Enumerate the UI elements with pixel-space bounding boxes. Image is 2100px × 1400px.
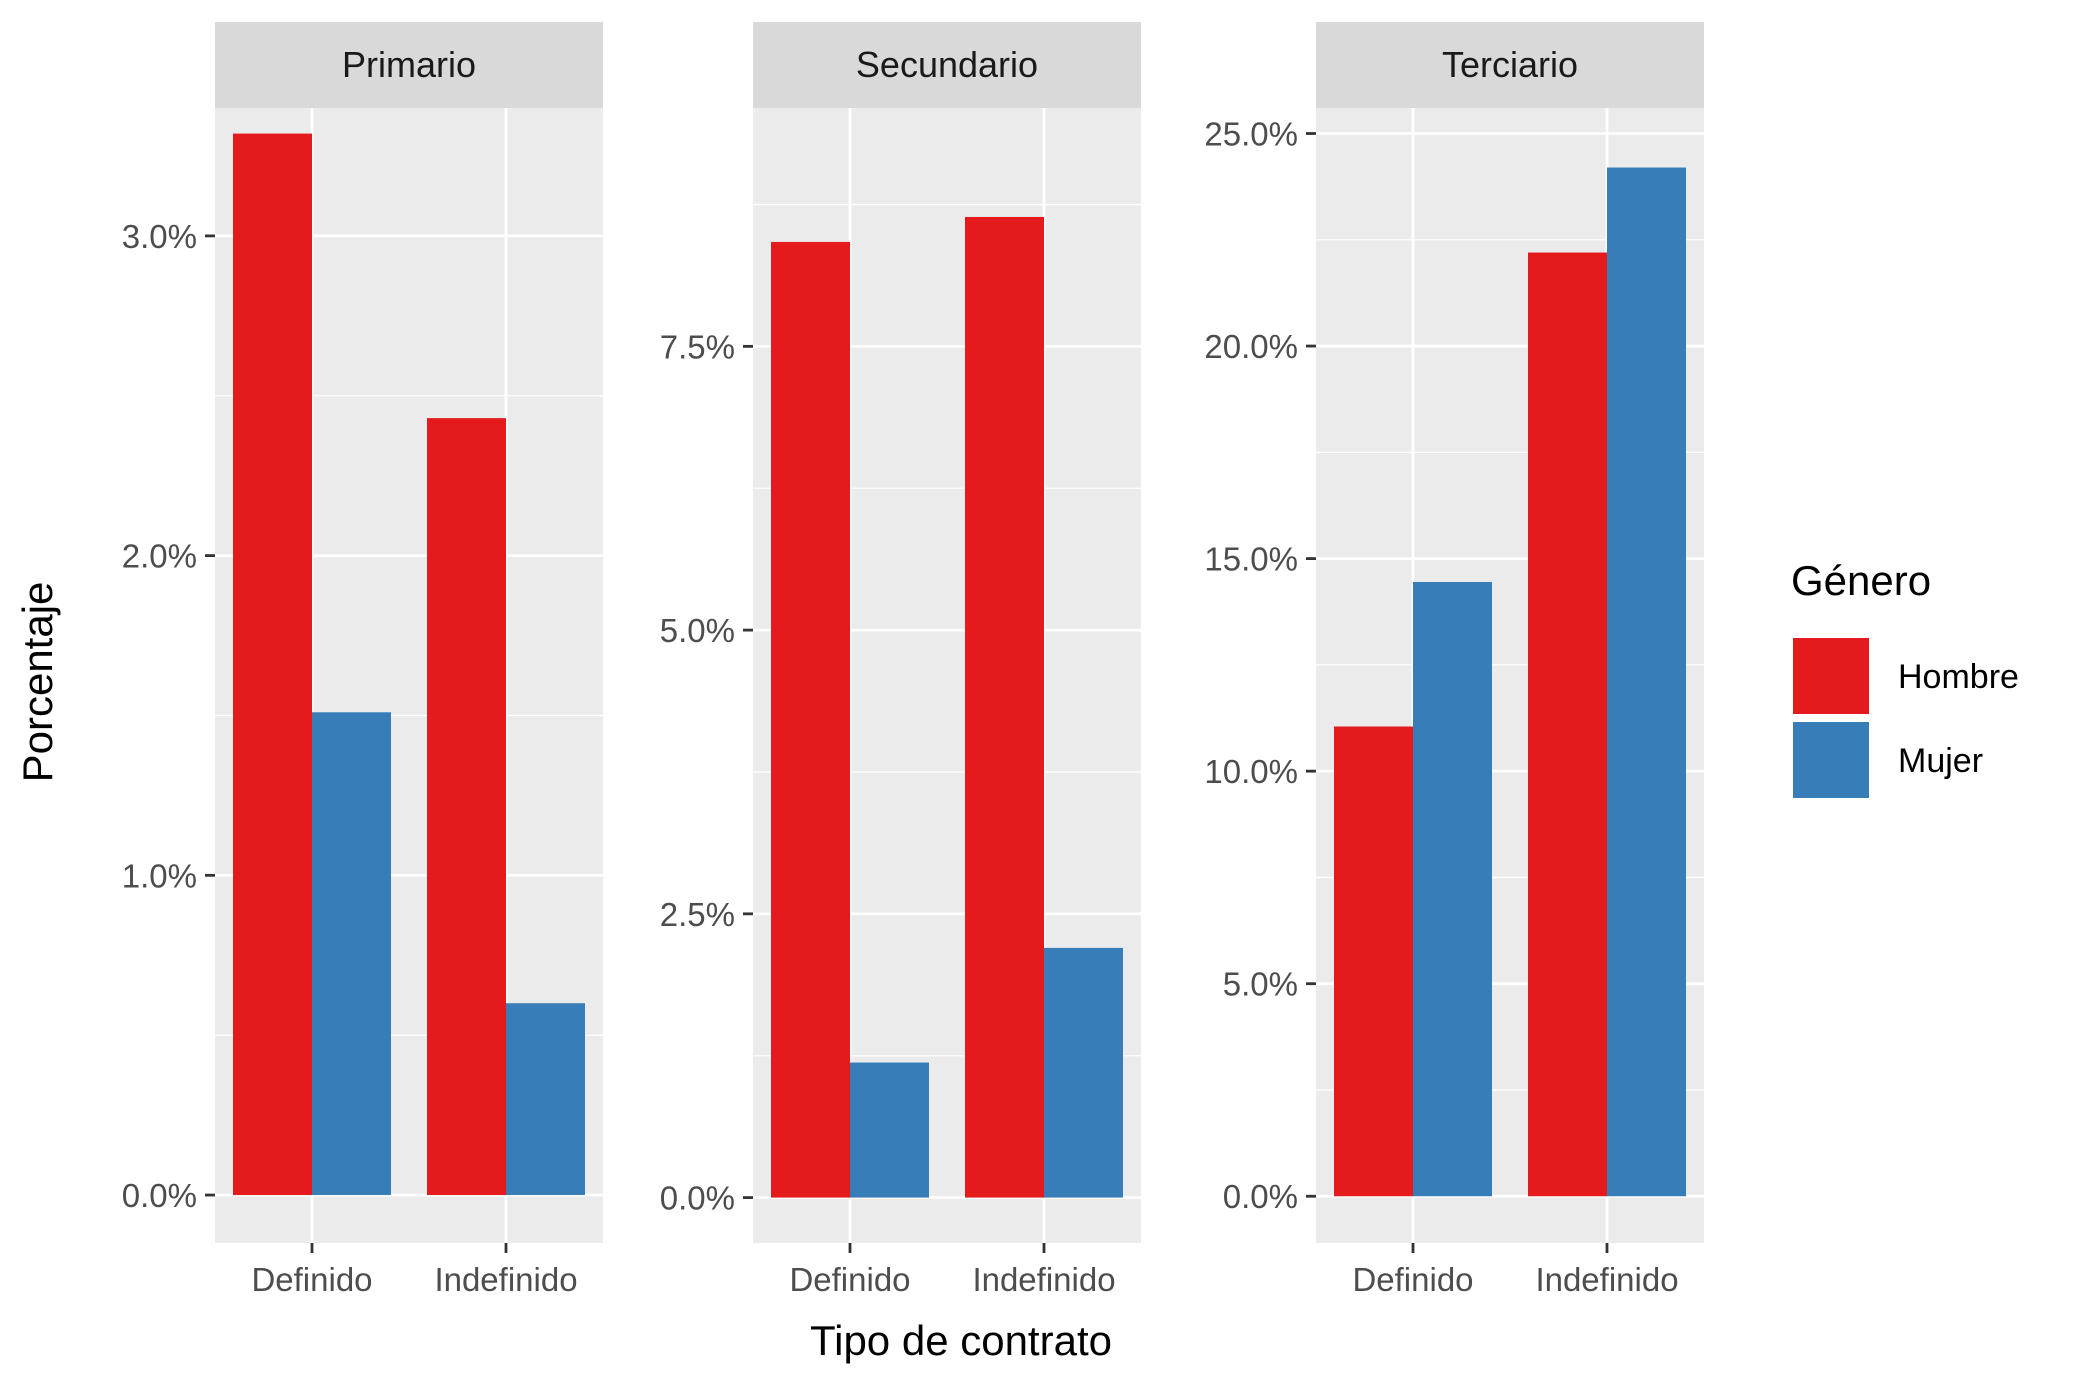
bar-hombre-indefinido <box>965 216 1044 1198</box>
x-tick-label: Definido <box>1352 1261 1473 1298</box>
y-axis-title: Porcentaje <box>14 582 61 783</box>
legend-label-hombre: Hombre <box>1898 658 2019 696</box>
legend-key-mujer <box>1791 720 1871 800</box>
y-tick-label: 1.0% <box>122 857 197 894</box>
x-tick-label: Indefinido <box>434 1261 577 1298</box>
legend-key-hombre <box>1791 636 1871 716</box>
x-tick-label: Definido <box>251 1261 372 1298</box>
y-tick-label: 0.0% <box>660 1180 735 1217</box>
bar-hombre-definido <box>233 133 312 1196</box>
bar-mujer-indefinido <box>1044 947 1123 1198</box>
bar-hombre-indefinido <box>1528 252 1607 1197</box>
facet-strip-label: Primario <box>342 44 476 85</box>
y-tick-label: 0.0% <box>1223 1178 1298 1215</box>
x-tick-label: Indefinido <box>972 1261 1115 1298</box>
legend-label-mujer: Mujer <box>1898 742 1983 780</box>
x-axis-title: Tipo de contrato <box>810 1317 1112 1364</box>
bar-hombre-definido <box>1334 726 1413 1197</box>
y-tick-label: 3.0% <box>122 218 197 255</box>
facet-strip-label: Secundario <box>856 44 1038 85</box>
facet-terciario: Terciario 0.0% 5.0% 10.0% 15.0% 20.0% 25.0% Def… <box>1204 22 1704 1298</box>
bar-mujer-definido <box>312 712 391 1196</box>
y-tick-label: 7.5% <box>660 328 735 365</box>
legend-title: Género <box>1791 557 1931 604</box>
legend: Género Hombre Mujer <box>1791 557 2019 800</box>
facet-secundario: Secundario 0.0% 2.5% 5.0% 7.5% Definido Indefi… <box>660 22 1141 1298</box>
x-tick-label: Definido <box>789 1261 910 1298</box>
y-tick-label: 5.0% <box>660 612 735 649</box>
facet-strip <box>1316 22 1704 108</box>
bar-mujer-indefinido <box>1607 167 1686 1197</box>
y-tick-label: 25.0% <box>1204 116 1298 153</box>
facet-strip <box>753 22 1141 108</box>
y-tick-label: 20.0% <box>1204 328 1298 365</box>
y-tick-label: 2.5% <box>660 896 735 933</box>
y-tick-label: 5.0% <box>1223 966 1298 1003</box>
y-tick-label: 15.0% <box>1204 541 1298 578</box>
facet-strip <box>215 22 603 108</box>
facets-group: Primario 0.0% 1.0% 2.0% 3.0% Definido Indefini… <box>122 22 1704 1298</box>
y-tick-label: 10.0% <box>1204 753 1298 790</box>
facet-primario: Primario 0.0% 1.0% 2.0% 3.0% Definido Indefini… <box>122 22 603 1298</box>
y-tick-label: 0.0% <box>122 1177 197 1214</box>
bar-hombre-indefinido <box>427 418 506 1196</box>
bar-mujer-definido <box>1413 581 1492 1197</box>
bar-mujer-indefinido <box>506 1003 585 1196</box>
bar-hombre-definido <box>771 241 850 1198</box>
y-tick-label: 2.0% <box>122 538 197 575</box>
x-tick-label: Indefinido <box>1535 1261 1678 1298</box>
facet-strip-label: Terciario <box>1442 44 1578 85</box>
bar-mujer-definido <box>850 1062 929 1198</box>
